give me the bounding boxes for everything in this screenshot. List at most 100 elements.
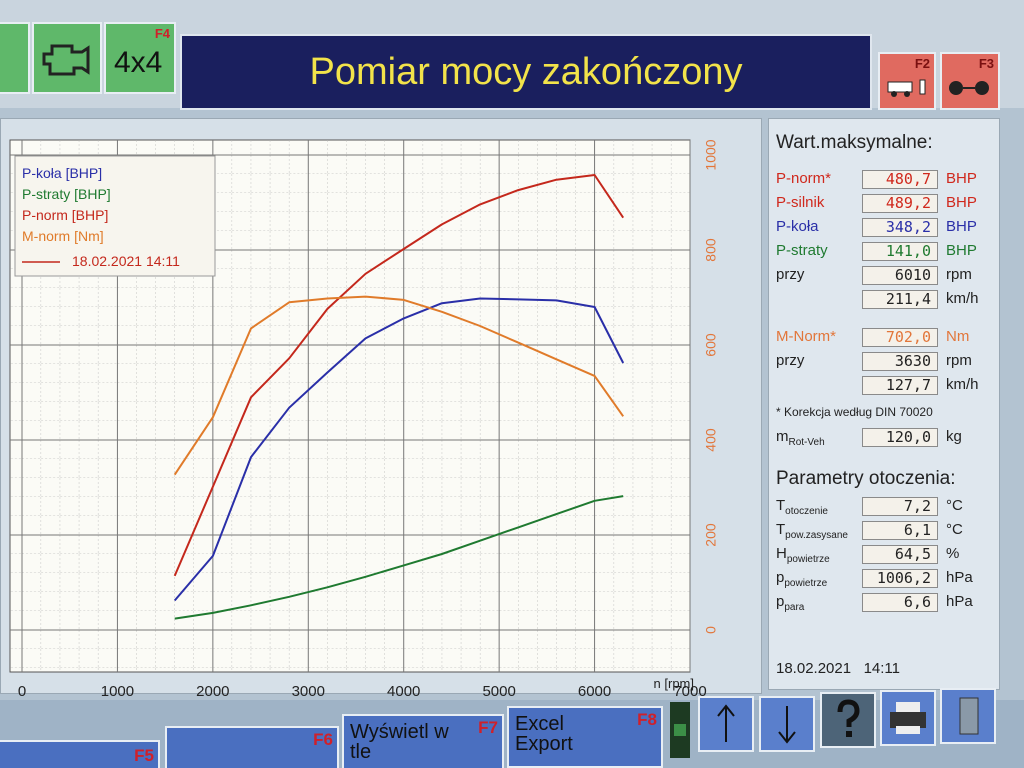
print-button[interactable] — [880, 690, 936, 746]
symbol: p — [776, 593, 785, 610]
function-key: F7 — [478, 718, 498, 737]
value-box: 127,7 — [862, 376, 938, 395]
row-unit: Nm — [946, 328, 970, 345]
y2-tick-label: 0 — [703, 626, 719, 634]
function-key: F2 — [914, 56, 930, 71]
series-line — [173, 297, 625, 602]
panel-title: Parametry otoczenia: — [776, 468, 956, 489]
symbol: T — [776, 497, 786, 514]
value-box: 141,0 — [862, 242, 938, 261]
x-tick-label: 3000 — [292, 683, 325, 700]
button-label: 4x4 — [114, 46, 163, 79]
row-label: P-straty — [776, 242, 828, 259]
row-unit: hPa — [946, 593, 973, 610]
row-unit: hPa — [946, 569, 973, 586]
legend-label: M-norm [Nm] — [22, 228, 104, 244]
x-tick-label: 5000 — [482, 683, 515, 700]
y2-tick-label: 200 — [703, 523, 719, 547]
function-key: F8 — [637, 710, 657, 729]
row-unit: BHP — [946, 218, 977, 235]
row-unit: rpm — [946, 352, 972, 369]
y2-tick-label: 600 — [703, 333, 719, 357]
legend-label: P-straty [BHP] — [22, 186, 111, 202]
f3-button[interactable]: F3 — [940, 52, 1000, 110]
row-unit: km/h — [946, 376, 979, 393]
screen-title: Pomiar mocy zakończony — [309, 51, 743, 93]
four-by-four-button[interactable]: F4 4x4 — [104, 22, 176, 94]
button-label: Wyświetl w tle — [350, 721, 449, 763]
value-box: 6,6 — [862, 593, 938, 612]
down-button[interactable] — [759, 696, 815, 752]
f8-button[interactable]: F8 Excel Export — [507, 706, 663, 768]
x-axis-label: n [rpm] — [654, 676, 694, 691]
up-arrow — [717, 704, 735, 742]
subscript: pow.zasysane — [785, 530, 848, 541]
function-key: F4 — [154, 26, 170, 41]
x-tick-label: 1000 — [101, 683, 134, 700]
series-line — [173, 295, 625, 476]
value-box: 702,0 — [862, 328, 938, 347]
row-label: przy — [776, 352, 805, 369]
row-unit: BHP — [946, 194, 977, 211]
row-label: Hpowietrze — [776, 545, 830, 565]
x-tick-label: 0 — [18, 683, 26, 700]
row-label: P-norm* — [776, 170, 832, 187]
value-box: 7,2 — [862, 497, 938, 516]
f5-button[interactable]: F5 — [0, 740, 160, 768]
exit-button[interactable] — [940, 688, 996, 744]
value-box: 64,5 — [862, 545, 938, 564]
button-label: Excel Export — [515, 713, 573, 755]
row-unit: BHP — [946, 170, 977, 187]
row-label: Totoczenie — [776, 497, 828, 517]
legend-label: 18.02.2021 14:11 — [72, 253, 180, 269]
title-bar: Pomiar mocy zakończony — [180, 34, 872, 110]
legend — [14, 155, 216, 277]
subscript: para — [784, 602, 805, 613]
symbol: p — [776, 569, 785, 586]
row-label: Tpow.zasysane — [776, 521, 848, 541]
legend-label: P-norm [BHP] — [22, 207, 108, 223]
row-unit: °C — [946, 497, 963, 514]
row-label: ppara — [776, 593, 804, 613]
help-icon — [837, 699, 860, 737]
symbol: T — [776, 521, 786, 538]
value-box: 348,2 — [862, 218, 938, 237]
series-line — [173, 174, 625, 577]
help-button[interactable] — [820, 692, 876, 748]
engine-button[interactable] — [32, 22, 102, 94]
engine-icon — [42, 44, 90, 76]
up-button[interactable] — [698, 696, 754, 752]
subscript: powietrze — [786, 554, 830, 565]
row-unit: °C — [946, 521, 963, 538]
row-label: M-Norm* — [776, 328, 836, 345]
row-unit: rpm — [946, 266, 972, 283]
x-tick-label: 2000 — [196, 683, 229, 700]
footnote: * Korekcja według DIN 70020 — [776, 405, 933, 419]
value-box: 3630 — [862, 352, 938, 371]
series-line — [174, 495, 624, 620]
chart: n [rpm] 0 1000 2000 3000 4000 5000 6000 7000 0 20… — [9, 139, 719, 700]
value-box: 489,2 — [862, 194, 938, 213]
rollers-icon — [949, 81, 989, 95]
status-light — [670, 702, 690, 758]
x-tick-label: 7000 — [673, 683, 706, 700]
row-label: przy — [776, 266, 805, 283]
f7-button[interactable]: F7 Wyświetl w tle — [342, 714, 504, 768]
subscript: powietrze — [784, 578, 828, 589]
y2-tick-label: 800 — [703, 238, 719, 262]
timestamp: 18.02.2021 14:11 — [776, 660, 900, 677]
f6-button[interactable]: F6 — [165, 726, 339, 768]
vehicle-button[interactable] — [0, 22, 30, 94]
row-label: mRot-Veh — [776, 428, 825, 448]
y2-tick-label: 1000 — [703, 139, 719, 170]
value-box: 480,7 — [862, 170, 938, 189]
row-unit: BHP — [946, 242, 977, 259]
row-label: P-koła — [776, 218, 819, 235]
f2-button[interactable]: F2 — [878, 52, 936, 110]
down-arrow — [778, 706, 796, 744]
panel-title: Wart.maksymalne: — [776, 132, 933, 153]
value-box: 211,4 — [862, 290, 938, 309]
legend-label: P-koła [BHP] — [22, 165, 102, 181]
value-box: 6,1 — [862, 521, 938, 540]
